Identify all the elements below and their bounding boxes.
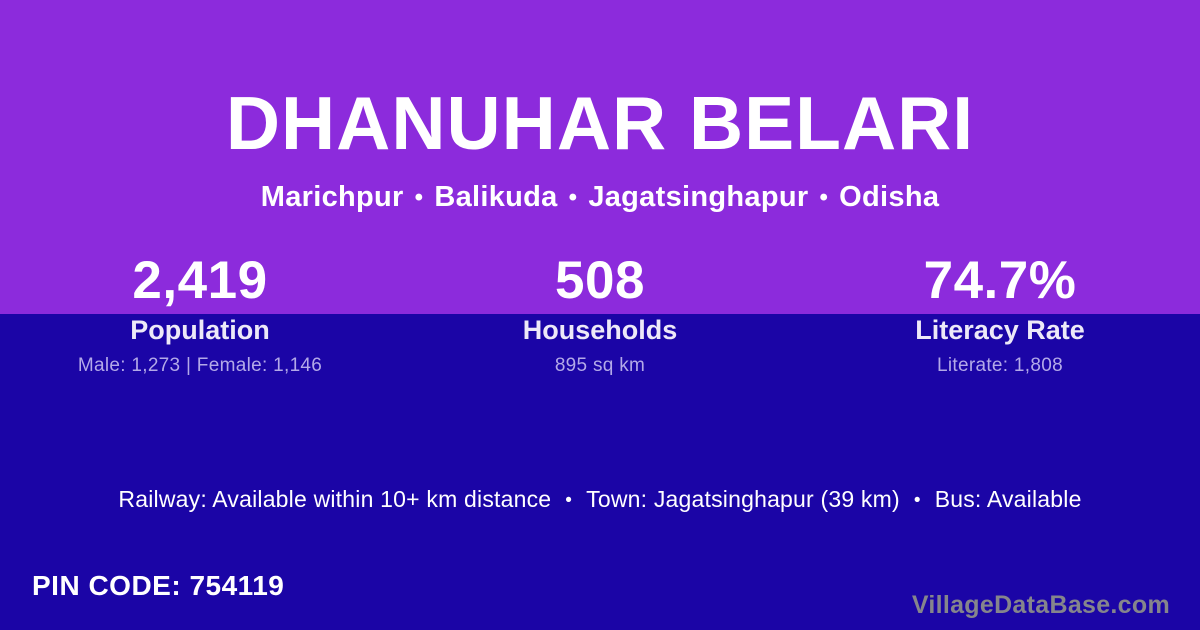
pin-code: PIN CODE: 754119 [32,570,284,602]
literacy-label: Literacy Rate [915,315,1085,345]
bullet-separator: • [565,490,573,511]
stat-population: 2,419 Population Male: 1,273 | Female: 1… [0,252,400,378]
breadcrumb-item-block: Balikuda [434,181,558,213]
pin-code-value: 754119 [189,570,285,601]
households-detail: 895 sq km [554,355,646,376]
transport-summary: Railway: Available within 10+ km distanc… [0,486,1200,513]
population-label: Population [130,315,270,345]
households-label: Households [522,315,678,345]
breadcrumb: Marichpur • Balikuda • Jagatsinghapur • Odisha [0,181,1200,214]
railway-info: Railway: Available within 10+ km distanc… [118,486,552,512]
bullet-separator: • [414,184,424,211]
population-detail: Male: 1,273 | Female: 1,146 [77,355,323,376]
population-value: 2,419 [132,251,268,310]
literacy-value: 74.7% [923,251,1077,310]
households-value: 508 [555,251,645,310]
bus-info: Bus: Available [934,486,1082,512]
breadcrumb-item-gram-panchayat: Marichpur [260,181,404,213]
bullet-separator: • [819,184,829,211]
breadcrumb-item-state: Odisha [839,181,940,213]
breadcrumb-item-district: Jagatsinghapur [588,181,809,213]
stats-row: 2,419 Population Male: 1,273 | Female: 1… [0,252,1200,378]
stat-literacy-rate: 74.7% Literacy Rate Literate: 1,808 [800,252,1200,378]
town-info: Town: Jagatsinghapur (39 km) [586,486,900,512]
top-band [0,0,1200,314]
watermark: VillageDataBase.com [911,591,1170,619]
page-title: DHANUHAR BELARI [225,81,975,165]
pin-code-label: PIN CODE: [32,570,182,601]
literacy-detail: Literate: 1,808 [937,355,1063,376]
stat-households: 508 Households 895 sq km [400,252,800,378]
bullet-separator: • [568,184,578,211]
bullet-separator: • [913,490,921,511]
